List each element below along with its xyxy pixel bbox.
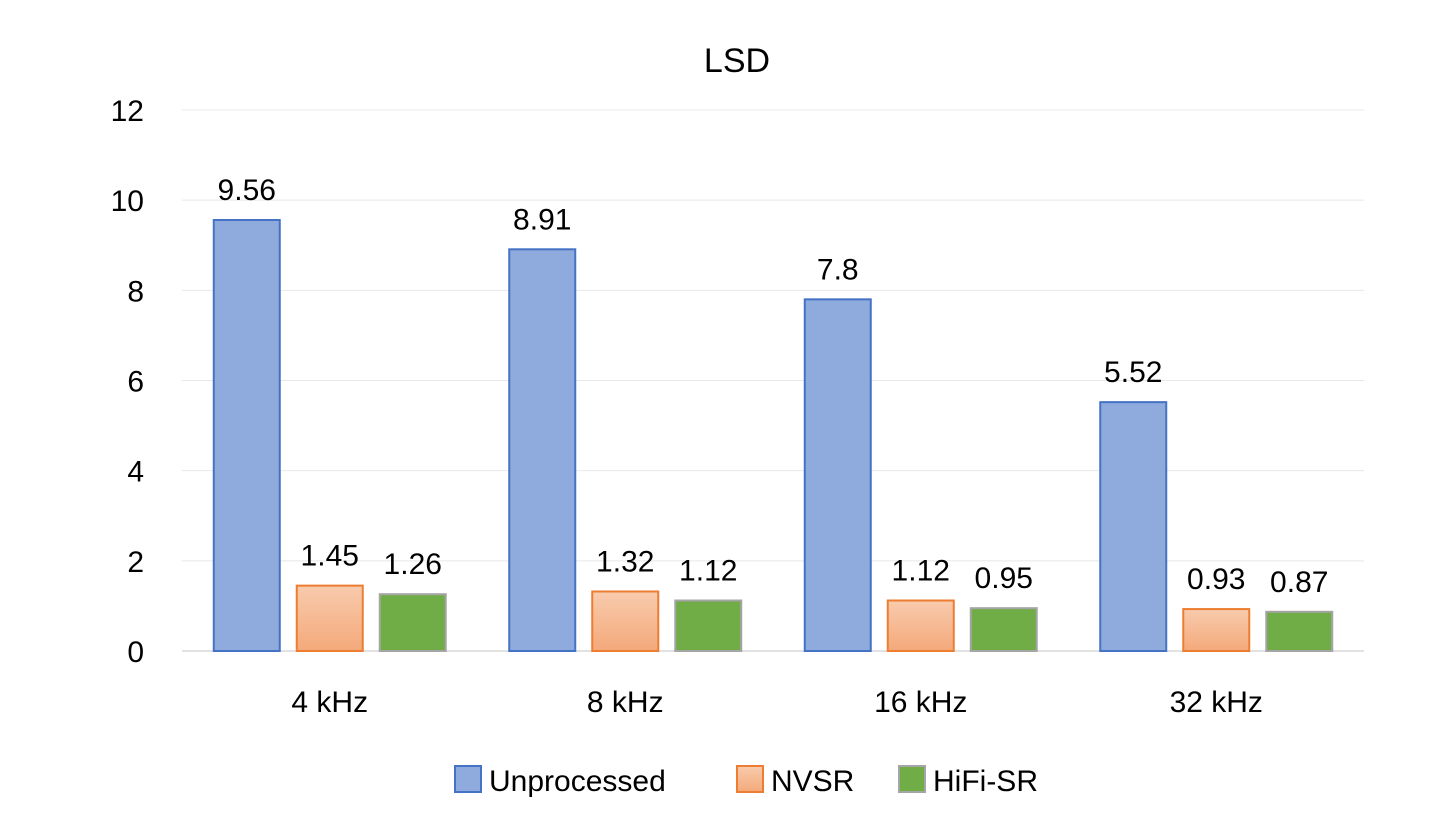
y-tick-label: 12 bbox=[111, 95, 144, 128]
bar-unprocessed bbox=[212, 219, 281, 652]
y-tick-label: 2 bbox=[127, 546, 144, 579]
x-axis: 4 kHz 8 kHz 16 kHz 32 kHz bbox=[291, 686, 1263, 719]
data-label: 0.93 bbox=[1187, 563, 1245, 596]
chart-title: LSD bbox=[704, 42, 770, 80]
data-label: 5.52 bbox=[1104, 356, 1162, 389]
bars bbox=[212, 219, 1334, 653]
bar-hifi-sr bbox=[1265, 610, 1334, 653]
bar-nvsr bbox=[591, 590, 660, 652]
bar-nvsr bbox=[886, 599, 955, 652]
legend-label: NVSR bbox=[771, 765, 854, 798]
bar-hifi-sr bbox=[674, 599, 743, 652]
data-label: 9.56 bbox=[218, 174, 276, 207]
data-label: 1.26 bbox=[384, 548, 442, 581]
y-tick-label: 4 bbox=[127, 456, 144, 489]
y-tick-label: 0 bbox=[127, 636, 144, 669]
y-tick-label: 10 bbox=[111, 185, 144, 218]
legend: Unprocessed NVSR HiFi-SR bbox=[454, 765, 1038, 798]
data-label: 1.32 bbox=[596, 545, 654, 578]
data-label: 0.95 bbox=[975, 562, 1033, 595]
bar-hifi-sr bbox=[378, 593, 447, 653]
x-tick-label: 4 kHz bbox=[291, 686, 368, 719]
bar-hifi-sr bbox=[969, 607, 1038, 653]
x-tick-label: 8 kHz bbox=[587, 686, 664, 719]
data-label: 8.91 bbox=[513, 203, 571, 236]
bar-nvsr bbox=[1182, 608, 1251, 653]
data-label: 1.12 bbox=[892, 555, 950, 588]
bar-unprocessed bbox=[803, 298, 872, 652]
y-tick-label: 6 bbox=[127, 366, 144, 399]
data-label: 1.12 bbox=[679, 555, 737, 588]
data-label: 7.8 bbox=[817, 253, 859, 286]
legend-swatch bbox=[454, 765, 482, 793]
y-tick-label: 8 bbox=[127, 275, 144, 308]
bar-unprocessed bbox=[1099, 401, 1168, 653]
x-tick-label: 32 kHz bbox=[1170, 686, 1263, 719]
legend-swatch bbox=[736, 765, 764, 793]
data-label: 1.45 bbox=[301, 540, 359, 573]
data-label: 0.87 bbox=[1270, 566, 1328, 599]
bar-unprocessed bbox=[508, 248, 577, 652]
y-axis: 0 2 4 6 8 10 12 bbox=[111, 95, 144, 669]
x-tick-label: 16 kHz bbox=[874, 686, 967, 719]
legend-label: Unprocessed bbox=[489, 765, 666, 798]
data-labels: 9.56 1.45 1.26 8.91 1.32 1.12 7.8 1.12 0.95 5.52 0… bbox=[218, 174, 1329, 599]
bar-nvsr bbox=[295, 584, 364, 652]
legend-swatch bbox=[898, 765, 926, 793]
legend-label: HiFi-SR bbox=[933, 765, 1038, 798]
